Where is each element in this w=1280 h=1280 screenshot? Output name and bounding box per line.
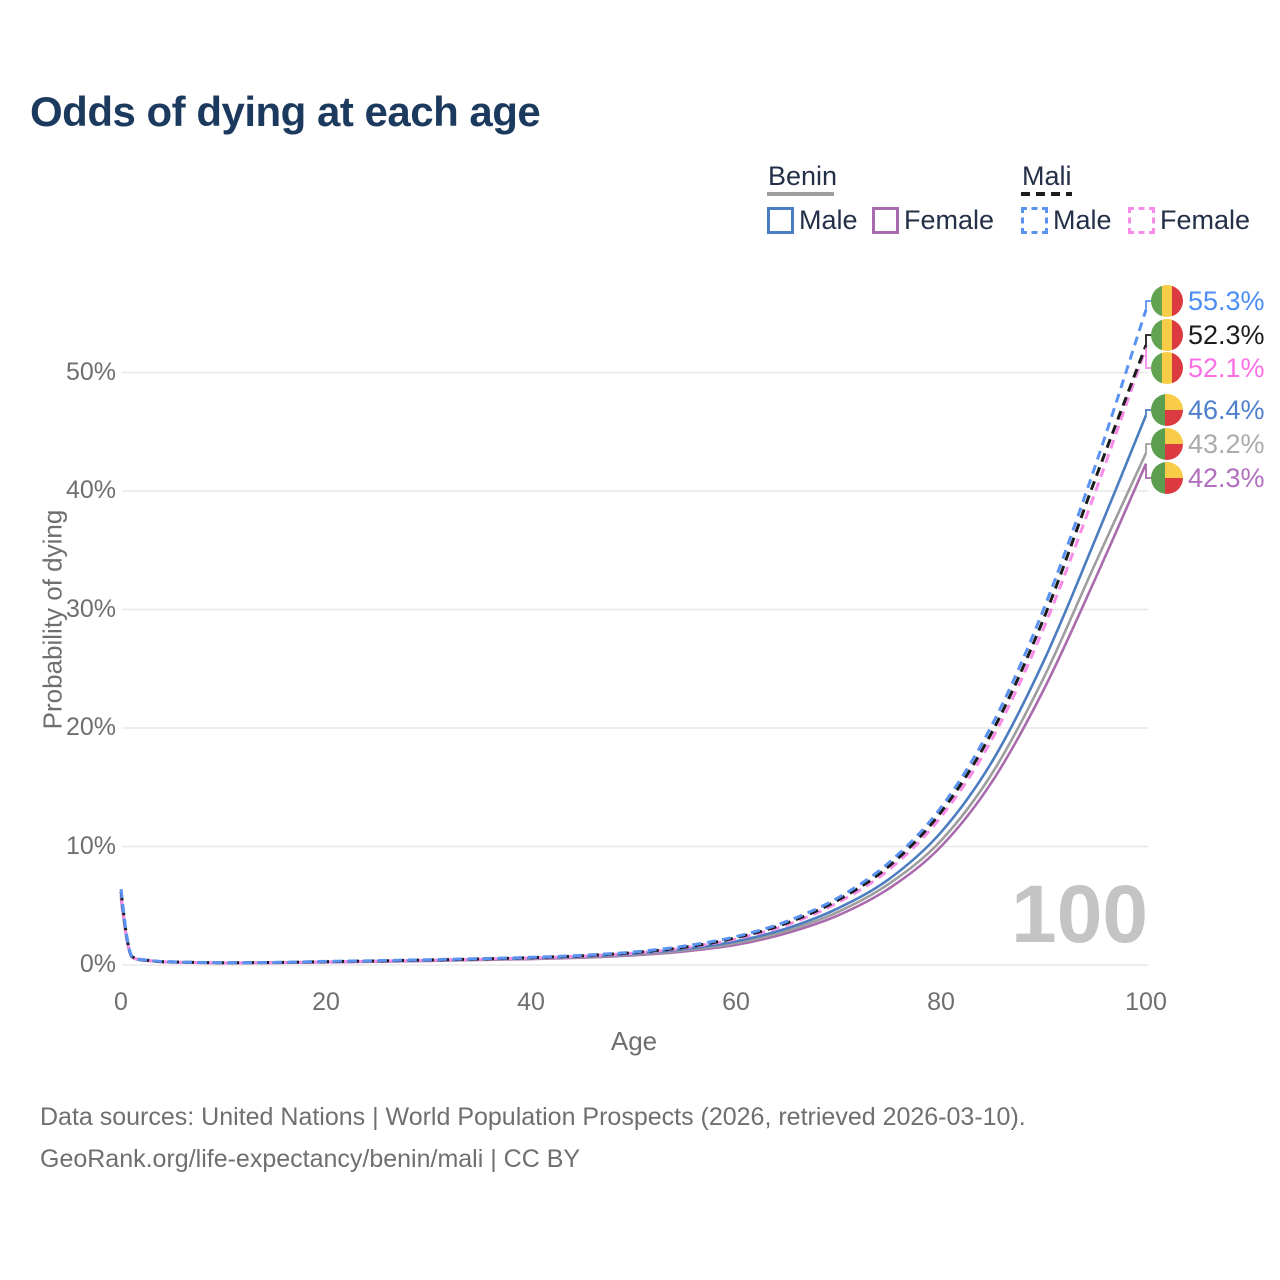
series-line-mali-male[interactable] <box>119 309 1148 965</box>
end-label-connector-benin-total <box>1145 443 1152 454</box>
legend-group-benin: Benin <box>768 161 838 191</box>
x-tick-60: 60 <box>722 988 750 1016</box>
page-title: Odds of dying at each age <box>30 88 541 135</box>
end-label-connector-benin-female <box>1145 463 1152 479</box>
end-label-connector-benin-male <box>1145 409 1152 416</box>
x-tick-0: 0 <box>114 988 128 1016</box>
end-label-value-benin-female: 42.3% <box>1188 462 1265 493</box>
end-label-value-benin-total: 43.2% <box>1188 428 1265 459</box>
y-tick-30%: 30% <box>65 594 116 623</box>
legend-label-mali-male[interactable]: Male <box>1053 205 1112 235</box>
legend-label-benin-male[interactable]: Male <box>799 205 858 235</box>
series-line-benin-total[interactable] <box>119 452 1148 965</box>
end-label-value-benin-male: 46.4% <box>1188 394 1265 425</box>
legend-label-benin-female[interactable]: Female <box>904 205 995 235</box>
x-tick-100: 100 <box>1125 988 1167 1016</box>
end-label-value-mali-male: 55.3% <box>1188 285 1265 316</box>
series-line-benin-female[interactable] <box>119 463 1148 965</box>
y-tick-50%: 50% <box>65 357 116 386</box>
y-tick-10%: 10% <box>65 831 116 860</box>
y-tick-20%: 20% <box>65 713 116 741</box>
series-line-mali-total[interactable] <box>119 344 1148 965</box>
legend-swatch-mali-male[interactable] <box>1021 207 1048 234</box>
y-tick-0%: 0% <box>79 950 116 978</box>
series-line-benin-male[interactable] <box>119 414 1148 965</box>
y-tick-40%: 40% <box>65 476 116 504</box>
end-label-connector-mali-male <box>1145 300 1152 310</box>
flag-icon-benin <box>1151 394 1183 426</box>
legend-swatch-benin-male[interactable] <box>767 207 794 234</box>
age-counter-watermark: 100 <box>1011 869 1148 960</box>
end-label-benin-male: 46.4% <box>1151 393 1265 427</box>
legend-swatch-mali-female[interactable] <box>1128 207 1155 234</box>
flag-icon-benin <box>1151 428 1183 460</box>
flag-icon-mali <box>1151 285 1183 317</box>
flag-icon-mali <box>1151 352 1183 384</box>
end-label-mali-female: 52.1% <box>1151 351 1265 385</box>
legend-label-mali-female[interactable]: Female <box>1160 205 1251 235</box>
series-line-mali-female[interactable] <box>119 347 1148 965</box>
end-label-benin-female: 42.3% <box>1151 461 1265 495</box>
footer-attribution[interactable]: GeoRank.org/life-expectancy/benin/mali |… <box>40 1145 581 1173</box>
end-label-value-mali-female: 52.1% <box>1188 352 1265 383</box>
end-label-connector-mali-female <box>1145 347 1152 369</box>
x-tick-20: 20 <box>312 988 340 1016</box>
footer-data-sources: Data sources: United Nations | World Pop… <box>40 1103 1026 1131</box>
end-label-benin-total: 43.2% <box>1151 427 1265 461</box>
x-tick-40: 40 <box>517 988 545 1016</box>
flag-icon-benin <box>1151 462 1183 494</box>
end-label-connector-mali-total <box>1145 334 1152 346</box>
end-label-mali-male: 55.3% <box>1151 284 1265 318</box>
end-label-value-mali-total: 52.3% <box>1188 319 1265 350</box>
legend-underline-benin <box>767 192 834 196</box>
x-tick-80: 80 <box>927 988 955 1016</box>
footer: Data sources: United Nations | World Pop… <box>40 1096 1026 1180</box>
legend-swatch-benin-female[interactable] <box>872 207 899 234</box>
end-label-mali-total: 52.3% <box>1151 318 1265 352</box>
flag-icon-mali <box>1151 319 1183 351</box>
legend-group-mali: Mali <box>1022 161 1072 191</box>
x-axis-title: Age <box>610 1026 658 1056</box>
legend-underline-mali <box>1021 192 1072 196</box>
